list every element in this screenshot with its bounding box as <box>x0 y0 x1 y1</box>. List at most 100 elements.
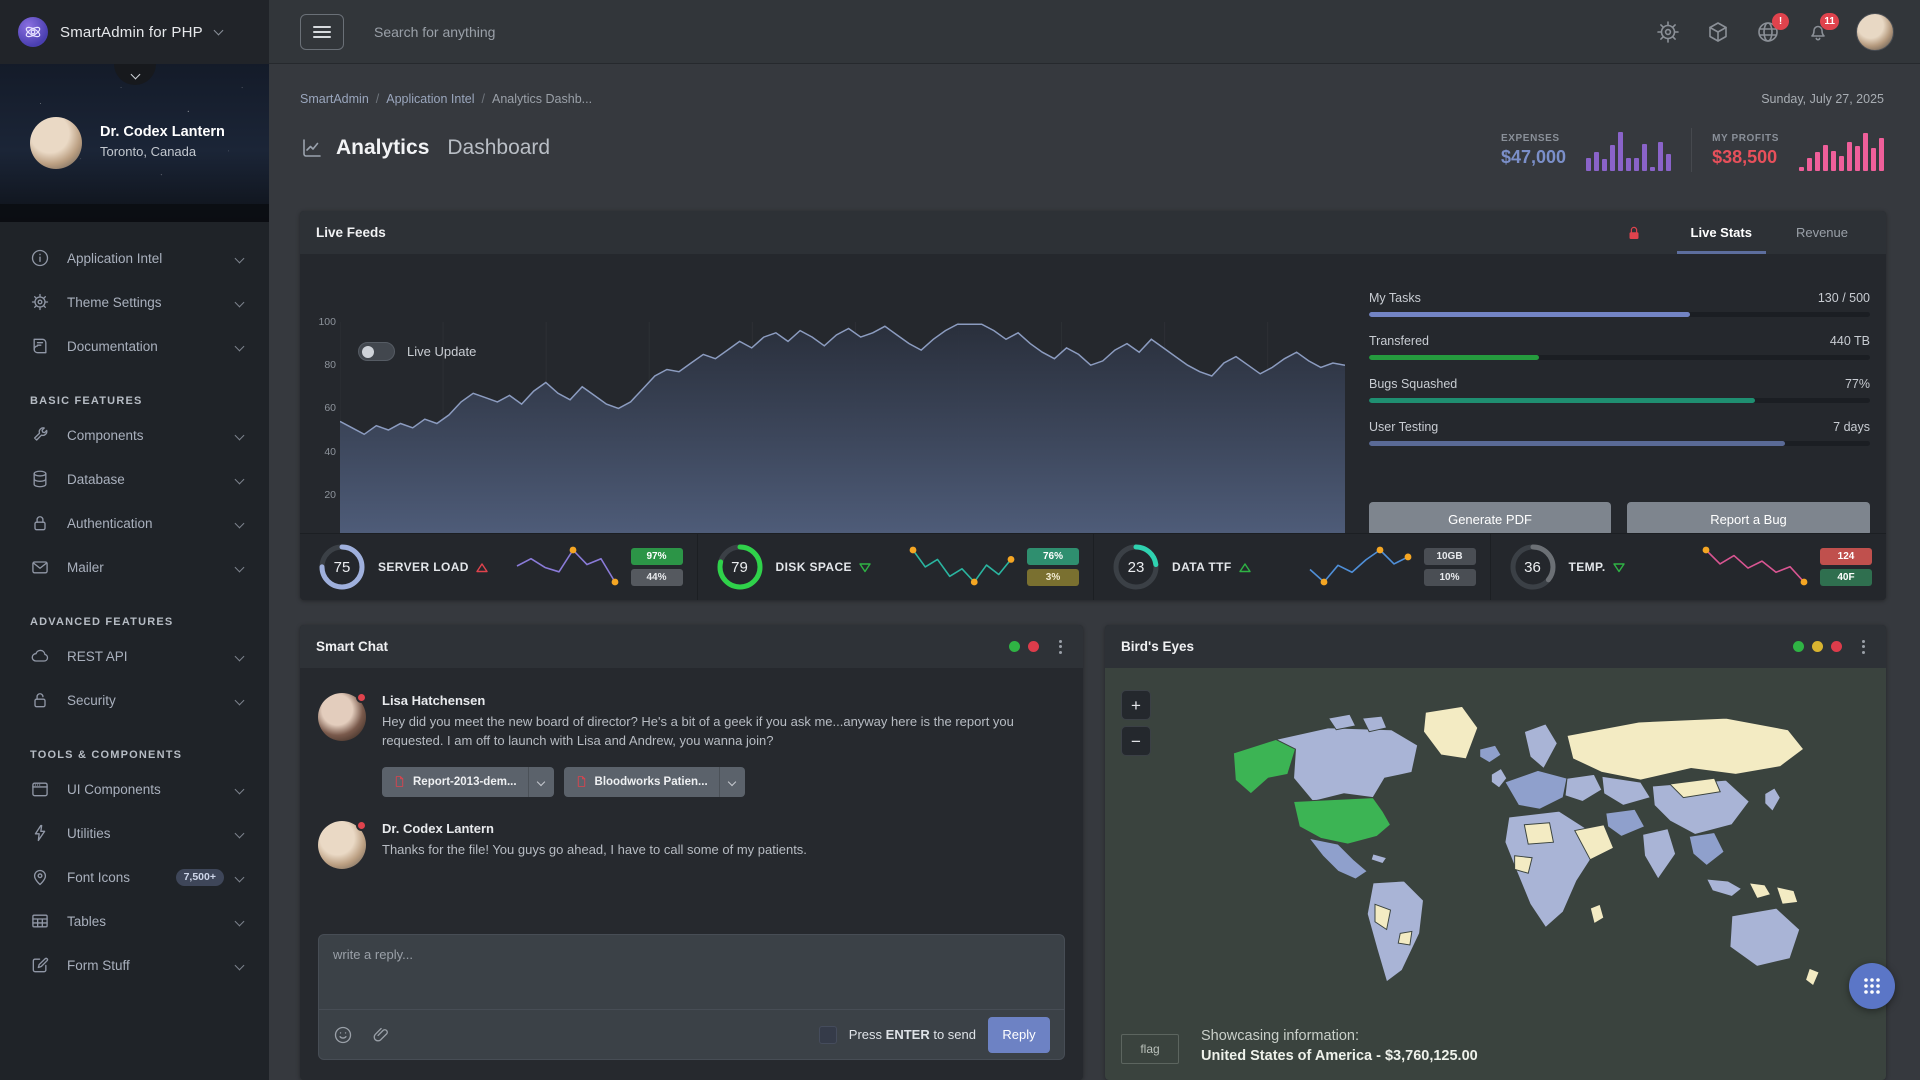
page-title-light: Dashboard <box>447 136 551 159</box>
app-launcher-button[interactable] <box>1849 963 1895 1009</box>
file-options-chevron[interactable] <box>718 766 745 797</box>
kpi-profits-value: $38,500 <box>1712 146 1778 167</box>
kpi-profits: MY PROFITS $38,500 <box>1712 132 1779 167</box>
trend-up-icon <box>1238 562 1251 572</box>
press-enter-checkbox[interactable] <box>818 1025 837 1044</box>
logo-area[interactable]: SmartAdmin for PHP <box>0 0 269 64</box>
live-update-toggle[interactable] <box>358 342 395 361</box>
stat-badge: 44% <box>630 569 683 586</box>
sidebar-section-advanced-features: ADVANCED FEATURES <box>30 616 174 628</box>
progress-bugs-squashed: Bugs Squashed 77% <box>1369 377 1870 403</box>
panel-menu-kebab-icon[interactable] <box>1856 639 1870 655</box>
disk-space-donut <box>717 544 762 590</box>
breadcrumb-current: Analytics Dashb... <box>492 92 593 106</box>
apps-cube-icon[interactable] <box>1706 20 1730 44</box>
live-feeds-title: Live Feeds <box>316 225 386 240</box>
sidebar-item-rest-api[interactable]: REST API <box>0 634 269 678</box>
file-options-chevron[interactable] <box>527 766 554 797</box>
settings-gear-icon[interactable] <box>1656 20 1680 44</box>
data-ttf-donut <box>1113 544 1159 590</box>
sidebar-profile[interactable]: Dr. Codex Lantern Toronto, Canada <box>0 43 269 222</box>
page-title: Analytics <box>336 136 430 159</box>
trend-down-icon <box>1612 562 1625 572</box>
stat-disk-space: 79 DISK SPACE 76% 3% <box>696 534 1094 600</box>
breadcrumb: SmartAdmin / Application Intel / Analytics D… <box>300 92 593 106</box>
reply-widget: Press ENTER to send Reply <box>318 934 1065 1060</box>
sidebar-item-documentation[interactable]: Documentation <box>0 324 269 368</box>
sidebar-item-form-stuff[interactable]: Form Stuff <box>0 943 269 987</box>
stat-data-ttf: 23 DATA TTF 10GB 10% <box>1093 534 1490 600</box>
reply-input[interactable] <box>319 935 1064 1009</box>
smart-chat-title: Smart Chat <box>316 639 389 654</box>
lock-icon <box>1629 226 1639 239</box>
trend-down-icon <box>859 562 871 572</box>
map-zoom-in-button[interactable]: + <box>1121 690 1151 720</box>
server-load-donut <box>319 544 365 590</box>
file-attachment-button[interactable]: Report-2013-dem... <box>382 766 554 797</box>
stat-badge: 97% <box>630 548 683 565</box>
avatar-lisa <box>318 692 367 741</box>
chevron-down-icon <box>234 651 245 661</box>
profile-avatar <box>30 117 82 169</box>
top-navbar: SmartAdmin for PHP ! 11 <box>0 0 1920 64</box>
report-a-bug-button[interactable]: Report a Bug <box>1627 502 1870 536</box>
tab-live-stats[interactable]: Live Stats <box>1669 211 1774 254</box>
trend-up-icon <box>476 562 488 572</box>
sidebar-item-mailer[interactable]: Mailer <box>0 545 269 589</box>
sidebar-item-components[interactable]: Components <box>0 413 269 457</box>
presence-dot <box>356 692 367 703</box>
chevron-down-icon <box>234 562 245 572</box>
user-avatar[interactable] <box>1856 13 1894 51</box>
generate-pdf-button[interactable]: Generate PDF <box>1369 502 1611 536</box>
sidebar: Dr. Codex Lantern Toronto, Canada Applic… <box>0 43 269 1080</box>
chevron-down-icon <box>234 430 245 440</box>
progress-transfered: Transfered 440 TB <box>1369 334 1870 360</box>
sidebar-item-security[interactable]: Security <box>0 678 269 722</box>
breadcrumb-link[interactable]: SmartAdmin <box>300 92 369 106</box>
temp-sparkline <box>1702 546 1808 586</box>
live-update-label: Live Update <box>407 344 477 359</box>
sidebar-item-utilities[interactable]: Utilities <box>0 811 269 855</box>
expenses-bar-chart <box>1586 129 1672 171</box>
chevron-down-icon <box>234 253 245 263</box>
temp-donut <box>1510 544 1555 590</box>
search-input[interactable] <box>374 20 734 44</box>
menu-toggle-button[interactable] <box>300 14 344 50</box>
stat-badge: 40F <box>1820 569 1872 586</box>
sidebar-item-database[interactable]: Database <box>0 457 269 501</box>
attach-paperclip-icon[interactable] <box>371 1025 391 1045</box>
world-map-svg[interactable]: .land{fill:var(--land);} .land2{fill:var… <box>1183 684 1823 1014</box>
emoji-icon[interactable] <box>333 1025 353 1045</box>
panel-dot-red[interactable] <box>1028 641 1039 652</box>
stat-badge: 3% <box>1027 569 1079 586</box>
chart-title-icon <box>303 139 321 157</box>
panel-dot-red[interactable] <box>1831 641 1842 652</box>
sidebar-item-font-icons[interactable]: Font Icons 7,500+ <box>0 855 269 899</box>
flag-box[interactable]: flag <box>1121 1034 1179 1064</box>
chat-message: Lisa Hatchensen Hey did you meet the new… <box>300 692 1083 751</box>
language-globe-icon[interactable]: ! <box>1756 13 1789 44</box>
file-attachment-button[interactable]: Bloodworks Patien... <box>563 766 745 797</box>
breadcrumb-link[interactable]: Application Intel <box>386 92 475 106</box>
map-zoom-out-button[interactable]: − <box>1121 726 1151 756</box>
sidebar-item-theme-settings[interactable]: Theme Settings <box>0 280 269 324</box>
sidebar-item-application-intel[interactable]: Application Intel <box>0 236 269 280</box>
notifications-bell-icon[interactable]: 11 <box>1806 13 1839 44</box>
panel-dot-green[interactable] <box>1793 641 1804 652</box>
live-feeds-panel: Live Feeds Live Stats Revenue Live Updat… <box>300 211 1886 600</box>
panel-dot-yellow[interactable] <box>1812 641 1823 652</box>
stat-badge: 124 <box>1820 548 1872 565</box>
panel-dot-green[interactable] <box>1009 641 1020 652</box>
send-hint: Press ENTER to send <box>848 1027 976 1042</box>
kpi-expenses-value: $47,000 <box>1500 146 1567 167</box>
stat-badge: 10% <box>1423 569 1476 586</box>
sidebar-item-ui-components[interactable]: UI Components <box>0 767 269 811</box>
sidebar-item-tables[interactable]: Tables <box>0 899 269 943</box>
progress-my-tasks: My Tasks 130 / 500 <box>1369 291 1870 317</box>
world-map[interactable]: + − .land{fill:var(--land);} .land2{fill… <box>1105 668 1886 1080</box>
reply-button[interactable]: Reply <box>988 1016 1050 1053</box>
sidebar-item-authentication[interactable]: Authentication <box>0 501 269 545</box>
tab-revenue[interactable]: Revenue <box>1795 225 1848 240</box>
disk-space-sparkline <box>909 546 1015 586</box>
panel-menu-kebab-icon[interactable] <box>1053 639 1067 655</box>
